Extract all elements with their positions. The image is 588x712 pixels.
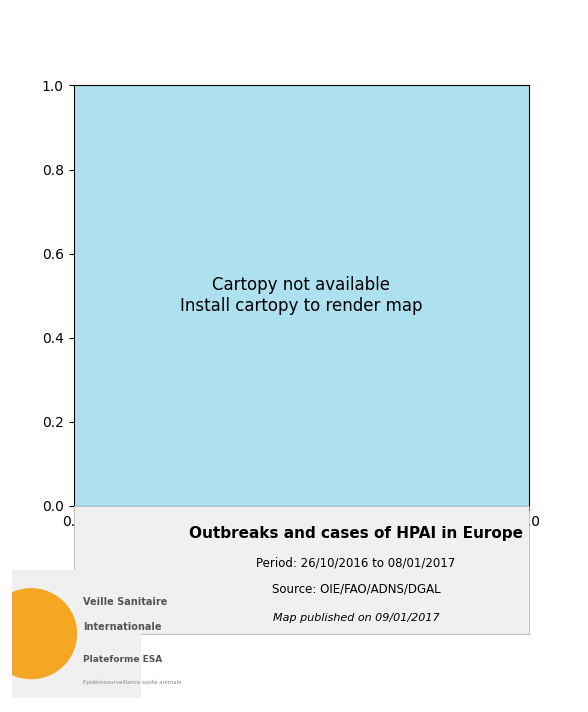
Text: Period: 26/10/2016 to 08/01/2017: Period: 26/10/2016 to 08/01/2017 <box>256 557 456 570</box>
Text: Map published on 09/01/2017: Map published on 09/01/2017 <box>273 613 439 623</box>
Text: Veille Sanitaire: Veille Sanitaire <box>83 597 167 607</box>
Text: Outbreaks and cases of HPAI in Europe: Outbreaks and cases of HPAI in Europe <box>189 526 523 541</box>
Text: Cartopy not available
Install cartopy to render map: Cartopy not available Install cartopy to… <box>180 276 423 315</box>
Text: Epidémosurveillance santé animale: Epidémosurveillance santé animale <box>83 680 182 685</box>
Circle shape <box>0 589 76 679</box>
Text: Internationale: Internationale <box>83 622 162 632</box>
Text: Source: OIE/FAO/ADNS/DGAL: Source: OIE/FAO/ADNS/DGAL <box>272 582 440 595</box>
Text: Plateforme ESA: Plateforme ESA <box>83 655 162 664</box>
